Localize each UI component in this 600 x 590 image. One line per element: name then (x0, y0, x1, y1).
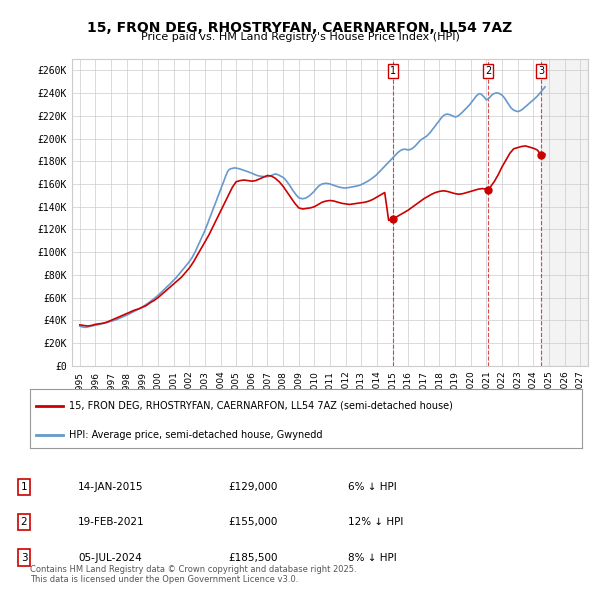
Text: 19-FEB-2021: 19-FEB-2021 (78, 517, 145, 527)
Text: 15, FRON DEG, RHOSTRYFAN, CAERNARFON, LL54 7AZ (semi-detached house): 15, FRON DEG, RHOSTRYFAN, CAERNARFON, LL… (68, 401, 452, 411)
Text: Price paid vs. HM Land Registry's House Price Index (HPI): Price paid vs. HM Land Registry's House … (140, 32, 460, 42)
Text: £129,000: £129,000 (228, 482, 277, 491)
Text: 1: 1 (390, 66, 396, 76)
Text: Contains HM Land Registry data © Crown copyright and database right 2025.
This d: Contains HM Land Registry data © Crown c… (30, 565, 356, 584)
Text: 1: 1 (20, 482, 28, 491)
Bar (541, 59, 588, 366)
Text: 15, FRON DEG, RHOSTRYFAN, CAERNARFON, LL54 7AZ: 15, FRON DEG, RHOSTRYFAN, CAERNARFON, LL… (88, 21, 512, 35)
Text: 05-JUL-2024: 05-JUL-2024 (78, 553, 142, 562)
Text: £185,500: £185,500 (228, 553, 277, 562)
Text: £155,000: £155,000 (228, 517, 277, 527)
Text: 2: 2 (20, 517, 28, 527)
Text: 2: 2 (485, 66, 491, 76)
Text: 14-JAN-2015: 14-JAN-2015 (78, 482, 143, 491)
Text: 3: 3 (538, 66, 544, 76)
Text: 3: 3 (20, 553, 28, 562)
Text: 8% ↓ HPI: 8% ↓ HPI (348, 553, 397, 562)
Text: 6% ↓ HPI: 6% ↓ HPI (348, 482, 397, 491)
Text: HPI: Average price, semi-detached house, Gwynedd: HPI: Average price, semi-detached house,… (68, 431, 322, 440)
Text: 12% ↓ HPI: 12% ↓ HPI (348, 517, 403, 527)
